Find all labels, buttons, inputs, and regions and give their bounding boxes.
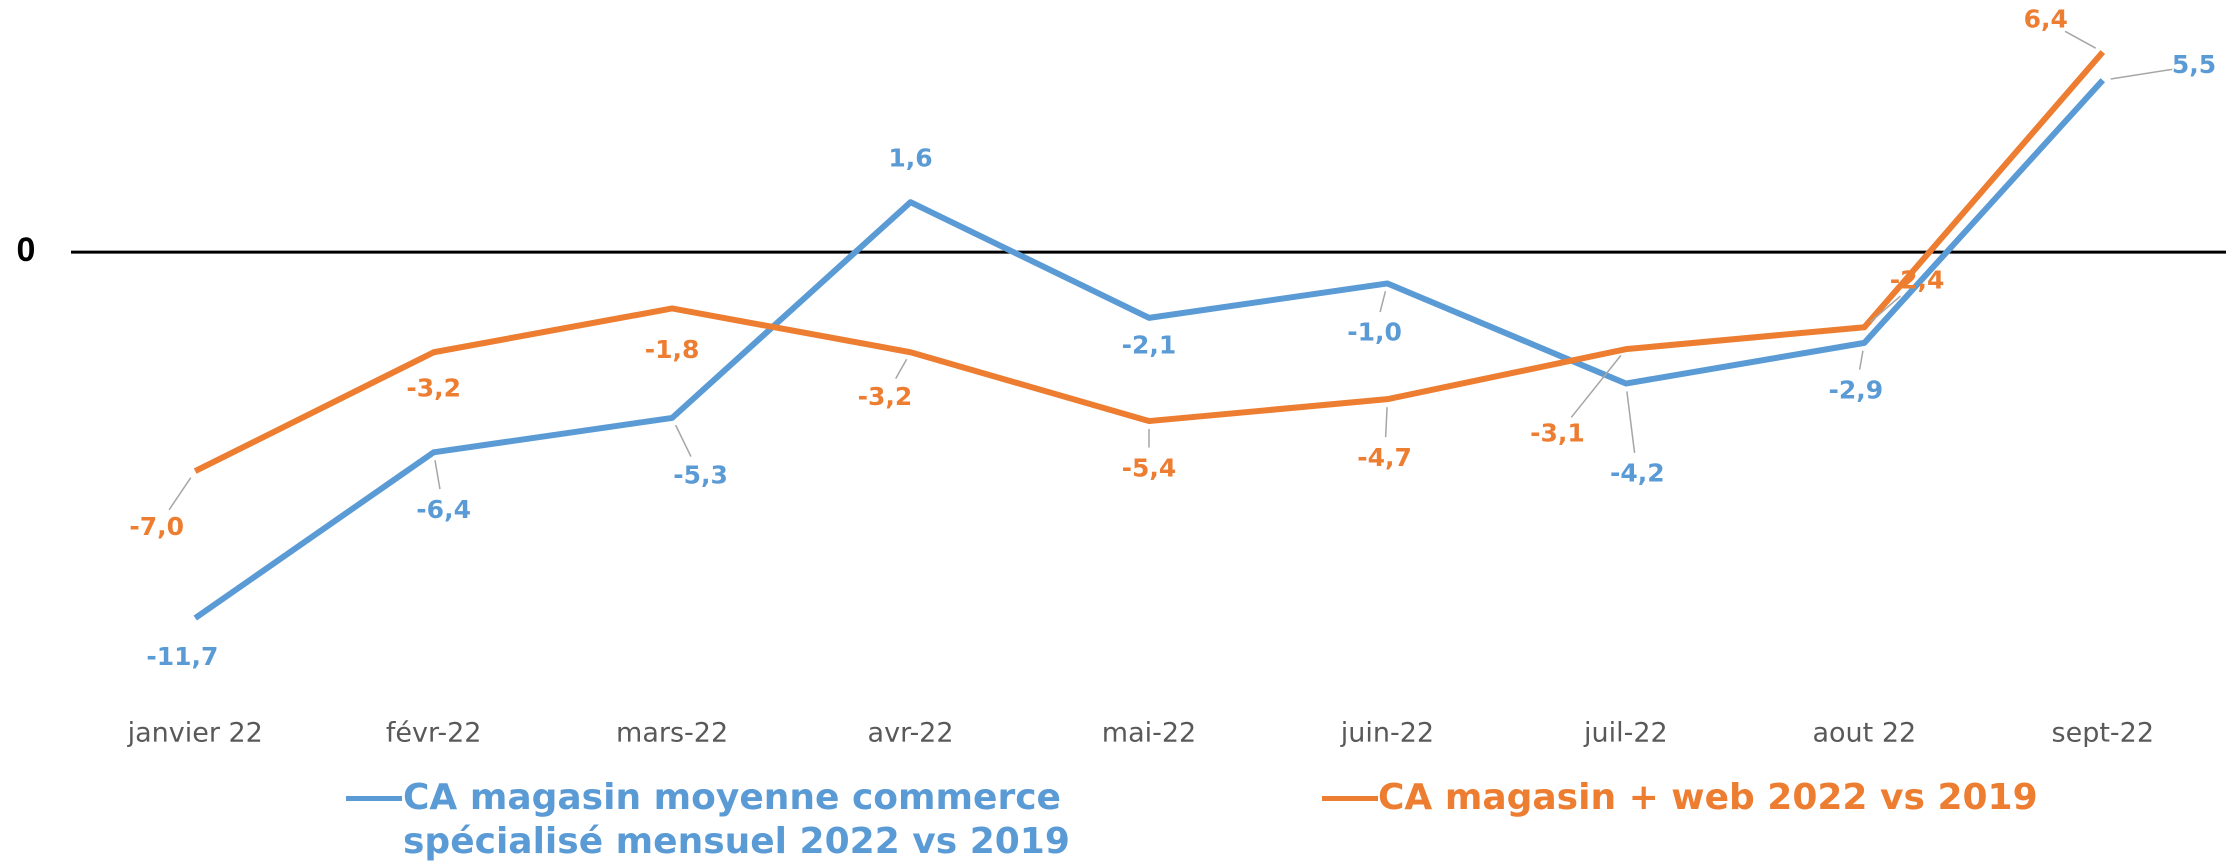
data-label: 5,5: [2172, 50, 2216, 79]
data-label: -2,1: [1122, 330, 1177, 359]
data-label: -1,0: [1347, 317, 1402, 346]
leader-line: [1379, 291, 1387, 313]
y-tick-label: 0: [17, 231, 36, 269]
data-label: -11,7: [146, 642, 218, 671]
x-tick-label: févr-22: [386, 718, 482, 749]
data-label: 6,4: [2024, 5, 2068, 34]
legend-label: CA magasin moyenne commerce spécialisé m…: [403, 777, 1070, 862]
leader-line: [1626, 391, 1636, 453]
data-label: -2,4: [1890, 266, 1945, 295]
legend-swatch: [1322, 796, 1378, 801]
x-tick-label: sept-22: [2052, 718, 2155, 749]
leader-line: [168, 477, 192, 511]
data-label: -7,0: [129, 512, 184, 541]
legend-swatch: [346, 796, 402, 801]
leader-line: [674, 424, 692, 457]
leader-line: [2064, 30, 2097, 49]
x-tick-label: aout 22: [1812, 718, 1916, 749]
leader-line: [1570, 354, 1622, 418]
x-tick-label: janvier 22: [127, 718, 263, 749]
data-label: -3,2: [406, 373, 461, 402]
leader-line: [434, 460, 441, 490]
data-label: -5,3: [673, 460, 728, 489]
legend-label: CA magasin + web 2022 vs 2019: [1378, 777, 2038, 818]
data-label: -3,2: [858, 382, 913, 411]
data-label: -5,4: [1122, 454, 1177, 483]
data-label: -4,7: [1357, 443, 1412, 472]
series-line: [193, 50, 2106, 474]
data-label: -1,8: [645, 335, 700, 364]
x-tick-label: juil-22: [1583, 718, 1668, 749]
x-tick-label: avr-22: [868, 718, 954, 749]
leader-line: [1869, 295, 1901, 323]
data-label: -3,1: [1530, 419, 1585, 448]
data-label: -2,9: [1828, 375, 1883, 404]
leader-line: [1384, 407, 1388, 438]
series-line: [193, 78, 2106, 621]
leader-line: [1858, 350, 1864, 370]
leader-line: [2110, 68, 2173, 80]
leader-line: [895, 358, 908, 380]
x-tick-label: mars-22: [616, 718, 728, 749]
data-label: -6,4: [416, 495, 471, 524]
data-label: 1,6: [888, 143, 932, 172]
x-tick-label: juin-22: [1340, 718, 1434, 749]
data-label: -4,2: [1610, 459, 1665, 488]
x-tick-label: mai-22: [1102, 718, 1196, 749]
